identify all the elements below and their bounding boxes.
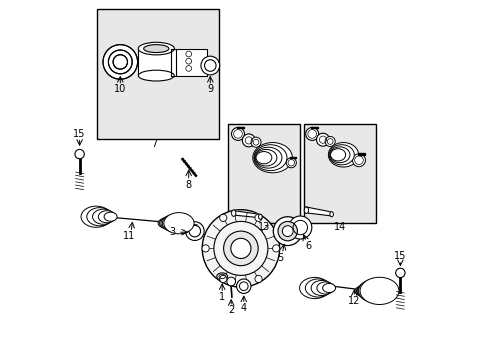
Circle shape	[288, 216, 311, 239]
Polygon shape	[306, 207, 331, 216]
Ellipse shape	[305, 279, 330, 297]
Ellipse shape	[357, 281, 386, 301]
Text: 14: 14	[333, 222, 346, 232]
Circle shape	[272, 245, 279, 252]
Circle shape	[254, 214, 262, 221]
Text: 5: 5	[277, 253, 283, 263]
Text: 6: 6	[305, 240, 311, 251]
Circle shape	[285, 158, 296, 168]
Ellipse shape	[310, 280, 332, 296]
Text: 2: 2	[227, 305, 234, 315]
Circle shape	[185, 66, 191, 71]
Circle shape	[108, 50, 132, 74]
Ellipse shape	[202, 210, 279, 287]
Circle shape	[395, 268, 404, 278]
Ellipse shape	[329, 212, 333, 217]
Ellipse shape	[356, 283, 380, 299]
Ellipse shape	[329, 147, 349, 163]
Ellipse shape	[138, 70, 174, 81]
Ellipse shape	[328, 143, 358, 167]
Ellipse shape	[304, 207, 308, 213]
Ellipse shape	[98, 211, 115, 223]
Ellipse shape	[161, 216, 182, 231]
Polygon shape	[170, 49, 206, 76]
Polygon shape	[138, 49, 176, 76]
Circle shape	[75, 149, 84, 159]
Polygon shape	[357, 153, 364, 155]
Text: 13: 13	[258, 222, 270, 232]
Circle shape	[352, 154, 365, 167]
Circle shape	[305, 127, 318, 140]
Bar	[97, 9, 219, 139]
Bar	[303, 124, 375, 223]
Polygon shape	[310, 127, 317, 128]
Circle shape	[316, 133, 329, 146]
Text: 10: 10	[114, 84, 126, 94]
Text: 9: 9	[207, 84, 213, 94]
Text: 1: 1	[219, 292, 225, 302]
Ellipse shape	[255, 149, 276, 166]
Ellipse shape	[87, 208, 113, 226]
Ellipse shape	[162, 214, 188, 232]
Circle shape	[103, 45, 137, 79]
Ellipse shape	[104, 212, 117, 221]
Ellipse shape	[356, 285, 373, 297]
Circle shape	[242, 134, 255, 147]
Circle shape	[219, 214, 226, 221]
Ellipse shape	[231, 210, 235, 216]
Ellipse shape	[354, 286, 367, 296]
Ellipse shape	[253, 145, 286, 171]
Text: 8: 8	[185, 180, 191, 190]
Ellipse shape	[322, 283, 335, 293]
Circle shape	[282, 226, 292, 237]
Circle shape	[113, 55, 127, 69]
Text: 3: 3	[169, 227, 175, 237]
Circle shape	[254, 275, 262, 283]
Ellipse shape	[138, 42, 174, 55]
Ellipse shape	[158, 219, 171, 228]
Text: 11: 11	[122, 231, 134, 241]
Ellipse shape	[254, 147, 282, 168]
Ellipse shape	[252, 143, 292, 173]
Text: 15: 15	[393, 251, 406, 261]
Polygon shape	[233, 211, 260, 218]
Text: 7: 7	[151, 139, 157, 149]
Circle shape	[223, 231, 258, 266]
Ellipse shape	[256, 152, 271, 164]
Circle shape	[230, 238, 250, 258]
Ellipse shape	[358, 279, 392, 303]
Ellipse shape	[143, 45, 168, 53]
Circle shape	[231, 127, 244, 140]
Polygon shape	[289, 157, 296, 158]
Circle shape	[185, 58, 191, 64]
Circle shape	[219, 275, 226, 283]
Circle shape	[273, 217, 302, 246]
Ellipse shape	[316, 282, 333, 294]
Ellipse shape	[359, 277, 398, 305]
Circle shape	[185, 222, 204, 240]
Circle shape	[236, 279, 250, 293]
Ellipse shape	[328, 145, 354, 165]
Circle shape	[277, 221, 297, 241]
Ellipse shape	[216, 273, 227, 280]
Text: 15: 15	[73, 129, 85, 139]
Circle shape	[226, 277, 235, 286]
Bar	[228, 124, 300, 223]
Circle shape	[202, 245, 209, 252]
Ellipse shape	[299, 278, 329, 298]
Ellipse shape	[92, 209, 114, 224]
Ellipse shape	[258, 214, 262, 219]
Ellipse shape	[163, 213, 194, 234]
Polygon shape	[236, 127, 244, 128]
Circle shape	[325, 136, 335, 147]
Ellipse shape	[159, 217, 177, 229]
Circle shape	[185, 51, 191, 57]
Text: 4: 4	[240, 303, 246, 313]
Ellipse shape	[81, 206, 111, 227]
Circle shape	[250, 137, 261, 147]
Ellipse shape	[330, 149, 345, 161]
Text: 12: 12	[347, 296, 360, 306]
Circle shape	[213, 221, 267, 275]
Circle shape	[201, 56, 219, 75]
